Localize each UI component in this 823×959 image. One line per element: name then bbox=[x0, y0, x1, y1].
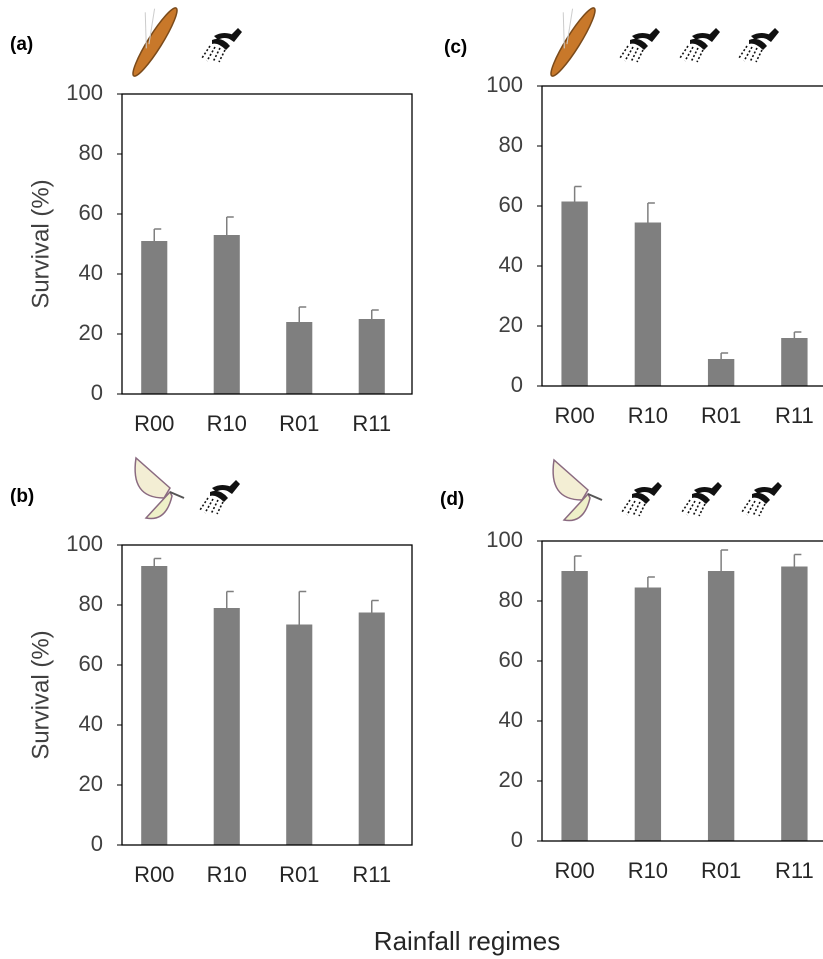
x-tick-label: R11 bbox=[352, 862, 391, 887]
bar bbox=[635, 223, 661, 387]
bar bbox=[141, 241, 167, 394]
panel-label: (a) bbox=[10, 34, 33, 55]
bar bbox=[561, 202, 587, 387]
y-tick-label: 40 bbox=[499, 707, 523, 732]
error-bar bbox=[227, 592, 234, 609]
y-tick-label: 60 bbox=[79, 651, 103, 676]
y-tick-label: 100 bbox=[486, 72, 523, 97]
bar bbox=[214, 235, 240, 394]
x-tick-label: R11 bbox=[775, 403, 814, 428]
error-bar bbox=[794, 555, 801, 567]
y-tick-label: 0 bbox=[511, 827, 523, 852]
error-bar bbox=[227, 217, 234, 235]
y-tick-label: 40 bbox=[79, 260, 103, 285]
y-tick-label: 100 bbox=[66, 531, 103, 556]
error-bar bbox=[721, 550, 728, 571]
x-tick-label: R10 bbox=[207, 862, 247, 887]
error-bar bbox=[794, 332, 801, 338]
error-bar bbox=[372, 310, 379, 319]
x-tick-label: R10 bbox=[207, 411, 247, 436]
error-bar bbox=[575, 556, 582, 571]
error-bar bbox=[299, 307, 306, 322]
error-bar bbox=[372, 601, 379, 613]
y-tick-label: 80 bbox=[499, 132, 523, 157]
y-tick-label: 20 bbox=[79, 320, 103, 345]
x-tick-label: R11 bbox=[352, 411, 391, 436]
x-tick-label: R00 bbox=[134, 862, 174, 887]
x-tick-label: R11 bbox=[775, 858, 814, 883]
y-tick-label: 60 bbox=[79, 200, 103, 225]
x-tick-label: R10 bbox=[628, 858, 668, 883]
panel-label: (d) bbox=[440, 489, 464, 510]
error-bar bbox=[575, 187, 582, 202]
y-tick-label: 0 bbox=[511, 372, 523, 397]
x-tick-label: R00 bbox=[134, 411, 174, 436]
y-tick-label: 60 bbox=[499, 192, 523, 217]
bar bbox=[635, 588, 661, 842]
bar bbox=[359, 319, 385, 394]
bar bbox=[708, 571, 734, 841]
y-tick-label: 20 bbox=[79, 771, 103, 796]
bar bbox=[561, 571, 587, 841]
bar bbox=[286, 322, 312, 394]
error-bar bbox=[721, 353, 728, 359]
y-tick-label: 40 bbox=[499, 252, 523, 277]
bar bbox=[214, 608, 240, 845]
error-bar bbox=[154, 559, 161, 567]
bar bbox=[781, 338, 807, 386]
bar bbox=[708, 359, 734, 386]
x-tick-label: R01 bbox=[701, 403, 741, 428]
y-tick-label: 40 bbox=[79, 711, 103, 736]
y-tick-label: 100 bbox=[66, 80, 103, 105]
y-tick-label: 20 bbox=[499, 312, 523, 337]
y-tick-label: 100 bbox=[486, 527, 523, 552]
bar bbox=[141, 566, 167, 845]
y-tick-label: 0 bbox=[91, 380, 103, 405]
x-tick-label: R01 bbox=[701, 858, 741, 883]
x-axis-label: Rainfall regimes bbox=[374, 926, 560, 956]
bar bbox=[781, 567, 807, 842]
error-bar bbox=[648, 203, 655, 223]
bar bbox=[359, 613, 385, 846]
y-axis-label: Survival (%) bbox=[27, 179, 54, 308]
x-tick-label: R01 bbox=[279, 411, 319, 436]
y-axis-label: Survival (%) bbox=[27, 630, 54, 759]
panel-label: (c) bbox=[444, 37, 467, 58]
y-tick-label: 80 bbox=[79, 140, 103, 165]
bar bbox=[286, 625, 312, 846]
x-tick-label: R01 bbox=[279, 862, 319, 887]
error-bar bbox=[154, 229, 161, 241]
x-tick-label: R00 bbox=[554, 858, 594, 883]
y-tick-label: 0 bbox=[91, 831, 103, 856]
x-tick-label: R00 bbox=[554, 403, 594, 428]
x-tick-label: R10 bbox=[628, 403, 668, 428]
panel-label: (b) bbox=[10, 486, 34, 507]
y-tick-label: 20 bbox=[499, 767, 523, 792]
error-bar bbox=[648, 577, 655, 588]
y-tick-label: 60 bbox=[499, 647, 523, 672]
y-tick-label: 80 bbox=[499, 587, 523, 612]
figure: Rainfall regimes R00 R10 R01 R11 0 20 40 60 80 10… bbox=[0, 0, 823, 959]
y-tick-label: 80 bbox=[79, 591, 103, 616]
error-bar bbox=[299, 592, 306, 625]
